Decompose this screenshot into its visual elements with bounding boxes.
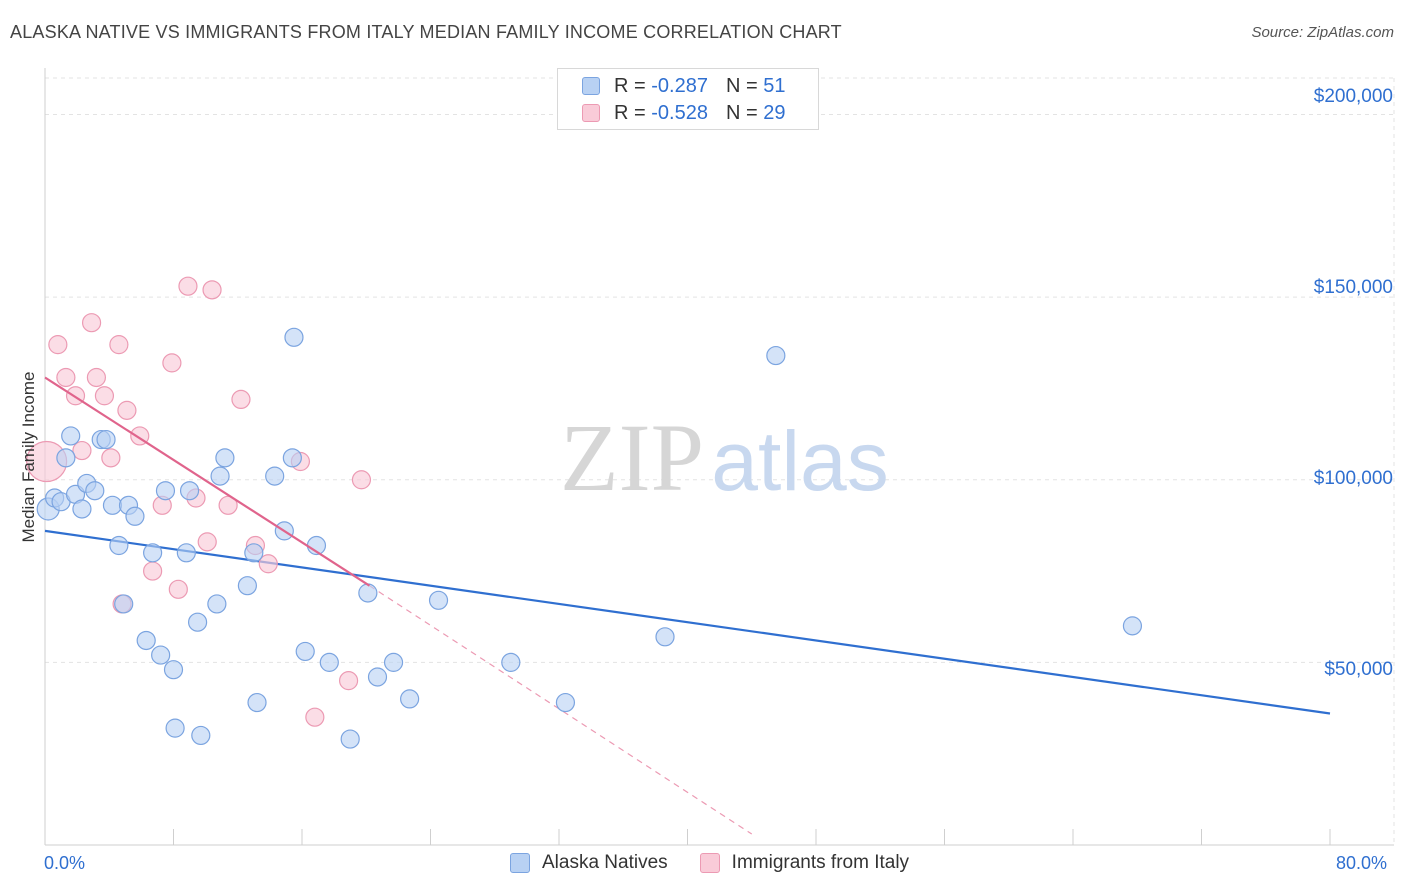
italy-point <box>101 448 121 468</box>
data-points <box>26 276 1143 749</box>
r-value: -0.528 <box>651 101 708 124</box>
alaska-natives-point <box>155 481 176 501</box>
y-tick-label: $100,000 <box>1313 468 1393 489</box>
alaska-natives-point <box>247 692 267 713</box>
alaska-natives-point <box>143 543 163 563</box>
y-tick-label: $150,000 <box>1313 277 1393 298</box>
legend-item-alaska-natives[interactable]: Alaska Natives <box>510 852 668 874</box>
n-label: N = <box>725 101 758 124</box>
legend-row-italy: R = -0.528 N = 29 <box>582 100 785 126</box>
italy-point <box>162 353 182 373</box>
italy-point <box>72 440 92 461</box>
alaska-natives-point <box>400 689 420 709</box>
blue-swatch-icon <box>582 77 600 95</box>
italy-point <box>231 389 251 410</box>
watermark-atlas: atlas <box>711 414 888 508</box>
alaska-natives-point <box>125 506 145 526</box>
alaska-natives-point <box>96 429 116 450</box>
legend-label: Immigrants from Italy <box>731 852 910 873</box>
alaska-natives-point <box>655 627 675 647</box>
r-value: -0.287 <box>651 74 708 97</box>
alaska-natives-point <box>265 466 285 486</box>
alaska-natives-point <box>766 345 786 366</box>
legend-item-immigrants-italy[interactable]: Immigrants from Italy <box>699 852 910 874</box>
alaska-natives-point <box>109 535 129 556</box>
italy-point <box>338 671 359 691</box>
n-value: 51 <box>763 74 786 97</box>
alaska-natives-point <box>136 630 156 651</box>
pink-swatch-icon <box>699 853 720 873</box>
y-tick-label: $50,000 <box>1324 659 1393 680</box>
n-label: N = <box>725 74 758 97</box>
pink-swatch-icon <box>582 104 600 122</box>
italy-point <box>143 561 163 581</box>
italy-point <box>117 400 137 420</box>
alaska-natives-point <box>295 641 315 662</box>
alaska-natives-point <box>163 660 184 680</box>
alaska-natives-point <box>114 594 134 614</box>
italy-trend-line <box>44 376 371 587</box>
alaska-natives-point <box>367 667 388 687</box>
watermark-zip: ZIP <box>560 404 704 511</box>
alaska-natives-point <box>56 448 76 468</box>
legend-label: Alaska Natives <box>542 852 668 873</box>
alaska-natives-point <box>165 718 185 738</box>
italy-point <box>86 367 107 388</box>
blue-swatch-icon <box>510 853 530 873</box>
alaska-natives-point <box>340 729 360 749</box>
alaska-natives-point <box>237 576 257 596</box>
alaska-natives-point <box>319 652 339 672</box>
italy-point <box>258 554 278 574</box>
alaska-natives-point <box>1122 616 1143 636</box>
italy-point <box>56 367 76 388</box>
italy-point <box>81 313 102 333</box>
italy-point <box>178 276 198 296</box>
alaska-natives-point <box>428 590 449 610</box>
x-tick-label: 80.0% <box>1336 853 1388 873</box>
alaska-natives-point <box>383 652 404 672</box>
alaska-natives-point <box>555 692 576 713</box>
alaska-natives-point <box>72 499 92 519</box>
italy-point <box>168 579 188 599</box>
italy-point <box>218 495 238 515</box>
alaska-natives-point <box>61 426 81 446</box>
x-tick-label: 0.0% <box>44 853 86 873</box>
alaska-natives-point <box>151 645 171 665</box>
italy-point <box>202 280 222 300</box>
alaska-natives-point <box>501 652 521 672</box>
alaska-natives-point <box>244 543 264 563</box>
alaska-natives-point <box>282 448 302 468</box>
italy-point <box>305 707 325 727</box>
alaska-natives-point <box>210 466 230 486</box>
trend-lines <box>44 529 1331 835</box>
alaska-natives-point <box>187 612 208 632</box>
stats-legend: R = -0.287 N = 51 R = -0.528 N = 29 <box>557 68 819 130</box>
alaska-natives-point <box>191 725 211 746</box>
chart-title: ALASKA NATIVE VS IMMIGRANTS FROM ITALY M… <box>10 22 842 42</box>
alaska-natives-point <box>102 495 123 515</box>
alaska-natives-point <box>179 481 200 501</box>
watermark: ZIP atlas <box>560 404 889 511</box>
italy-point <box>109 335 129 355</box>
italy-point <box>197 532 217 552</box>
alaska-natives-point <box>215 448 235 468</box>
alaska-natives-point <box>284 327 304 347</box>
y-tick-label: $200,000 <box>1313 86 1393 107</box>
r-label: R = <box>614 101 646 124</box>
source-note: Source: ZipAtlas.com <box>1251 24 1394 41</box>
italy-point <box>48 335 68 355</box>
alaska-natives-point <box>176 543 196 563</box>
italy-point <box>94 386 115 406</box>
n-value: 29 <box>763 101 786 124</box>
alaska-natives-point <box>85 481 105 501</box>
italy-trend-extension <box>369 585 753 835</box>
alaska-natives-point <box>207 594 227 614</box>
y-axis-label: Median Family Income <box>19 371 38 543</box>
alaska-natives-point <box>358 583 378 603</box>
italy-point <box>351 470 372 490</box>
r-label: R = <box>614 74 646 97</box>
legend-row-alaska: R = -0.287 N = 51 <box>582 73 785 99</box>
series-legend: Alaska Natives Immigrants from Italy <box>510 852 941 874</box>
